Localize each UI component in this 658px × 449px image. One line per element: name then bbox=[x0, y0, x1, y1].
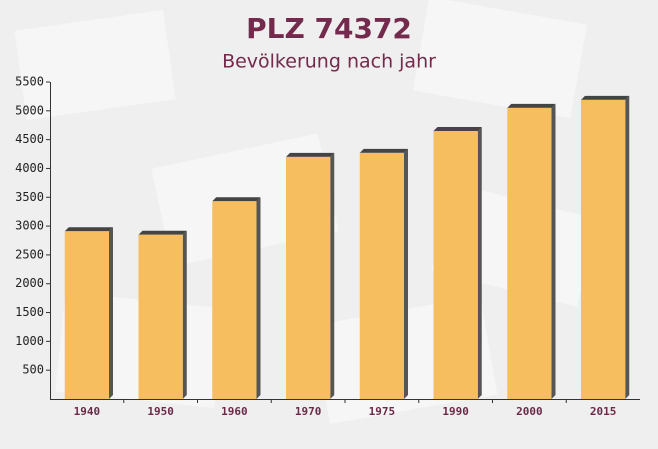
x-tick-label: 2015 bbox=[590, 405, 617, 418]
x-tick-label: 1940 bbox=[74, 405, 101, 418]
x-tick-label: 1970 bbox=[295, 405, 322, 418]
bar-side bbox=[551, 103, 556, 399]
y-tick-label: 500 bbox=[22, 363, 44, 377]
bar-side bbox=[477, 126, 482, 399]
bar-top bbox=[64, 227, 113, 232]
bar bbox=[286, 156, 331, 399]
bar bbox=[359, 152, 404, 399]
y-tick-label: 5500 bbox=[15, 75, 44, 89]
y-tick-label: 5000 bbox=[15, 103, 44, 117]
bar-top bbox=[212, 197, 261, 202]
x-tick-label: 1990 bbox=[442, 405, 469, 418]
y-tick-label: 4000 bbox=[15, 161, 44, 175]
y-tick-label: 4500 bbox=[15, 132, 44, 146]
bar bbox=[581, 99, 626, 399]
bar-top bbox=[507, 103, 556, 108]
bar bbox=[64, 231, 109, 399]
bar bbox=[138, 234, 183, 399]
y-tick-label: 3500 bbox=[15, 190, 44, 204]
bar-side bbox=[404, 148, 408, 399]
bar-top bbox=[286, 152, 335, 157]
bar-side bbox=[625, 95, 630, 399]
bar-side bbox=[109, 227, 113, 399]
y-tick-label: 1000 bbox=[15, 334, 44, 348]
bar bbox=[507, 107, 552, 399]
bar-top bbox=[359, 148, 408, 153]
bar-side bbox=[256, 197, 261, 399]
x-tick-label: 1950 bbox=[147, 405, 174, 418]
x-tick-label: 1975 bbox=[369, 405, 396, 418]
y-tick-label: 2500 bbox=[15, 247, 44, 261]
y-tick-label: 1500 bbox=[15, 305, 44, 319]
x-tick-label: 2000 bbox=[516, 405, 543, 418]
bar-side bbox=[330, 152, 335, 399]
bar bbox=[212, 201, 257, 399]
bar-top bbox=[433, 126, 482, 131]
x-tick-label: 1960 bbox=[221, 405, 248, 418]
y-tick-label: 3000 bbox=[15, 219, 44, 233]
bar-top bbox=[138, 230, 187, 235]
chart-subtitle: Bevölkerung nach jahr bbox=[222, 51, 436, 73]
chart-title: PLZ 74372 bbox=[246, 12, 412, 45]
y-tick-label: 2000 bbox=[15, 276, 44, 290]
bar-side bbox=[182, 230, 187, 399]
bar bbox=[433, 130, 478, 399]
bar-top bbox=[581, 95, 630, 100]
